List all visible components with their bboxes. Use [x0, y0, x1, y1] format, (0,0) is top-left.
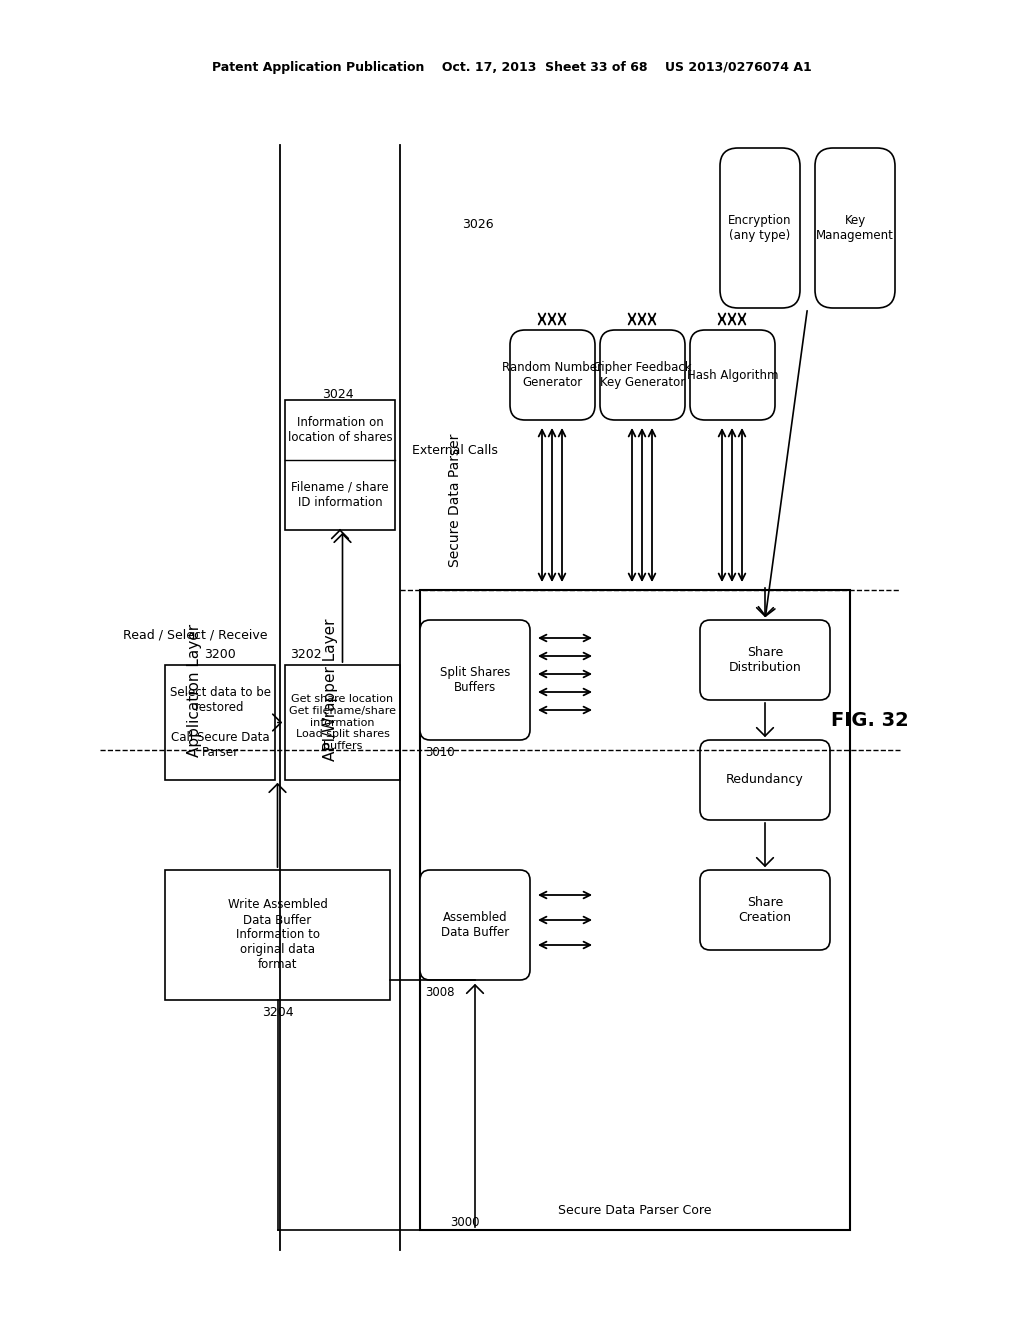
FancyBboxPatch shape	[510, 330, 595, 420]
FancyBboxPatch shape	[690, 330, 775, 420]
Text: API/Wrapper Layer: API/Wrapper Layer	[323, 619, 338, 762]
Text: External Calls: External Calls	[412, 444, 498, 457]
Text: Key
Management: Key Management	[816, 214, 894, 242]
Text: Hash Algorithm: Hash Algorithm	[687, 368, 778, 381]
Text: Redundancy: Redundancy	[726, 774, 804, 787]
Text: FIG. 32: FIG. 32	[831, 710, 909, 730]
Bar	[285, 665, 400, 780]
Text: Secure Data Parser: Secure Data Parser	[449, 433, 462, 566]
Text: Encryption
(any type): Encryption (any type)	[728, 214, 792, 242]
FancyBboxPatch shape	[700, 870, 830, 950]
Bar	[285, 400, 395, 531]
Text: 3204: 3204	[262, 1006, 293, 1019]
Text: Secure Data Parser Core: Secure Data Parser Core	[558, 1204, 712, 1217]
Text: Cipher Feedback
Key Generator: Cipher Feedback Key Generator	[593, 360, 692, 389]
Text: 3026: 3026	[462, 219, 494, 231]
Text: 3010: 3010	[425, 746, 455, 759]
Text: Select data to be
restored

Call Secure Data
Parser: Select data to be restored Call Secure D…	[170, 686, 270, 759]
Text: Write Assembled
Data Buffer
Information to
original data
format: Write Assembled Data Buffer Information …	[227, 899, 328, 972]
Text: Application Layer: Application Layer	[187, 623, 203, 756]
Text: Assembled
Data Buffer: Assembled Data Buffer	[441, 911, 509, 939]
Text: 3008: 3008	[425, 986, 455, 998]
Text: 3200: 3200	[204, 648, 236, 661]
FancyBboxPatch shape	[815, 148, 895, 308]
Text: 3000: 3000	[450, 1216, 479, 1229]
Text: Get share location
Get filename/share
information
Load split shares
buffers: Get share location Get filename/share in…	[289, 694, 396, 751]
FancyBboxPatch shape	[700, 620, 830, 700]
Text: Patent Application Publication    Oct. 17, 2013  Sheet 33 of 68    US 2013/02760: Patent Application Publication Oct. 17, …	[212, 62, 812, 74]
Text: Random Number
Generator: Random Number Generator	[503, 360, 602, 389]
FancyBboxPatch shape	[700, 741, 830, 820]
Text: Share
Creation: Share Creation	[738, 896, 792, 924]
Bar	[165, 665, 275, 780]
Text: Information on
location of shares: Information on location of shares	[288, 416, 392, 444]
Bar	[420, 590, 850, 1230]
Text: Read / Select / Receive: Read / Select / Receive	[123, 628, 267, 642]
FancyBboxPatch shape	[420, 870, 530, 979]
FancyBboxPatch shape	[600, 330, 685, 420]
Text: Filename / share
ID information: Filename / share ID information	[291, 480, 389, 510]
FancyBboxPatch shape	[720, 148, 800, 308]
Text: Share
Distribution: Share Distribution	[729, 645, 802, 675]
Bar	[165, 870, 390, 1001]
Text: Split Shares
Buffers: Split Shares Buffers	[440, 667, 510, 694]
FancyBboxPatch shape	[420, 620, 530, 741]
Text: 3024: 3024	[323, 388, 354, 401]
Text: 3202: 3202	[290, 648, 322, 661]
